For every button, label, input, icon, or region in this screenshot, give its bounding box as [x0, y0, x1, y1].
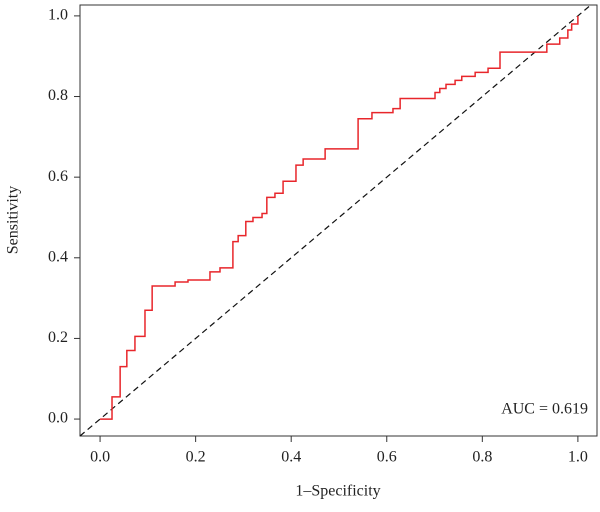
x-tick-label: 0.2 — [186, 449, 206, 466]
x-axis-label: 1–Specificity — [295, 483, 380, 500]
y-tick-label: 1.0 — [48, 7, 68, 24]
y-tick-label: 0.6 — [48, 168, 68, 185]
roc-curve — [100, 15, 579, 420]
x-tick-label: 0.6 — [377, 449, 397, 466]
x-tick-label: 0.4 — [281, 449, 301, 466]
y-axis-label: Sensitivity — [5, 186, 22, 254]
plot-frame — [79, 4, 598, 437]
y-tick-label: 0.2 — [48, 329, 68, 346]
y-tick-label: 0.0 — [48, 410, 68, 427]
x-tick-label: 1.0 — [568, 449, 588, 466]
y-tick-label: 0.4 — [48, 248, 68, 265]
x-tick-label: 0.0 — [90, 449, 110, 466]
reference-line — [79, 4, 592, 437]
annotation: AUC = 0.619 — [501, 401, 588, 418]
x-tick-label: 0.8 — [472, 449, 492, 466]
y-tick-label: 0.8 — [48, 87, 68, 104]
